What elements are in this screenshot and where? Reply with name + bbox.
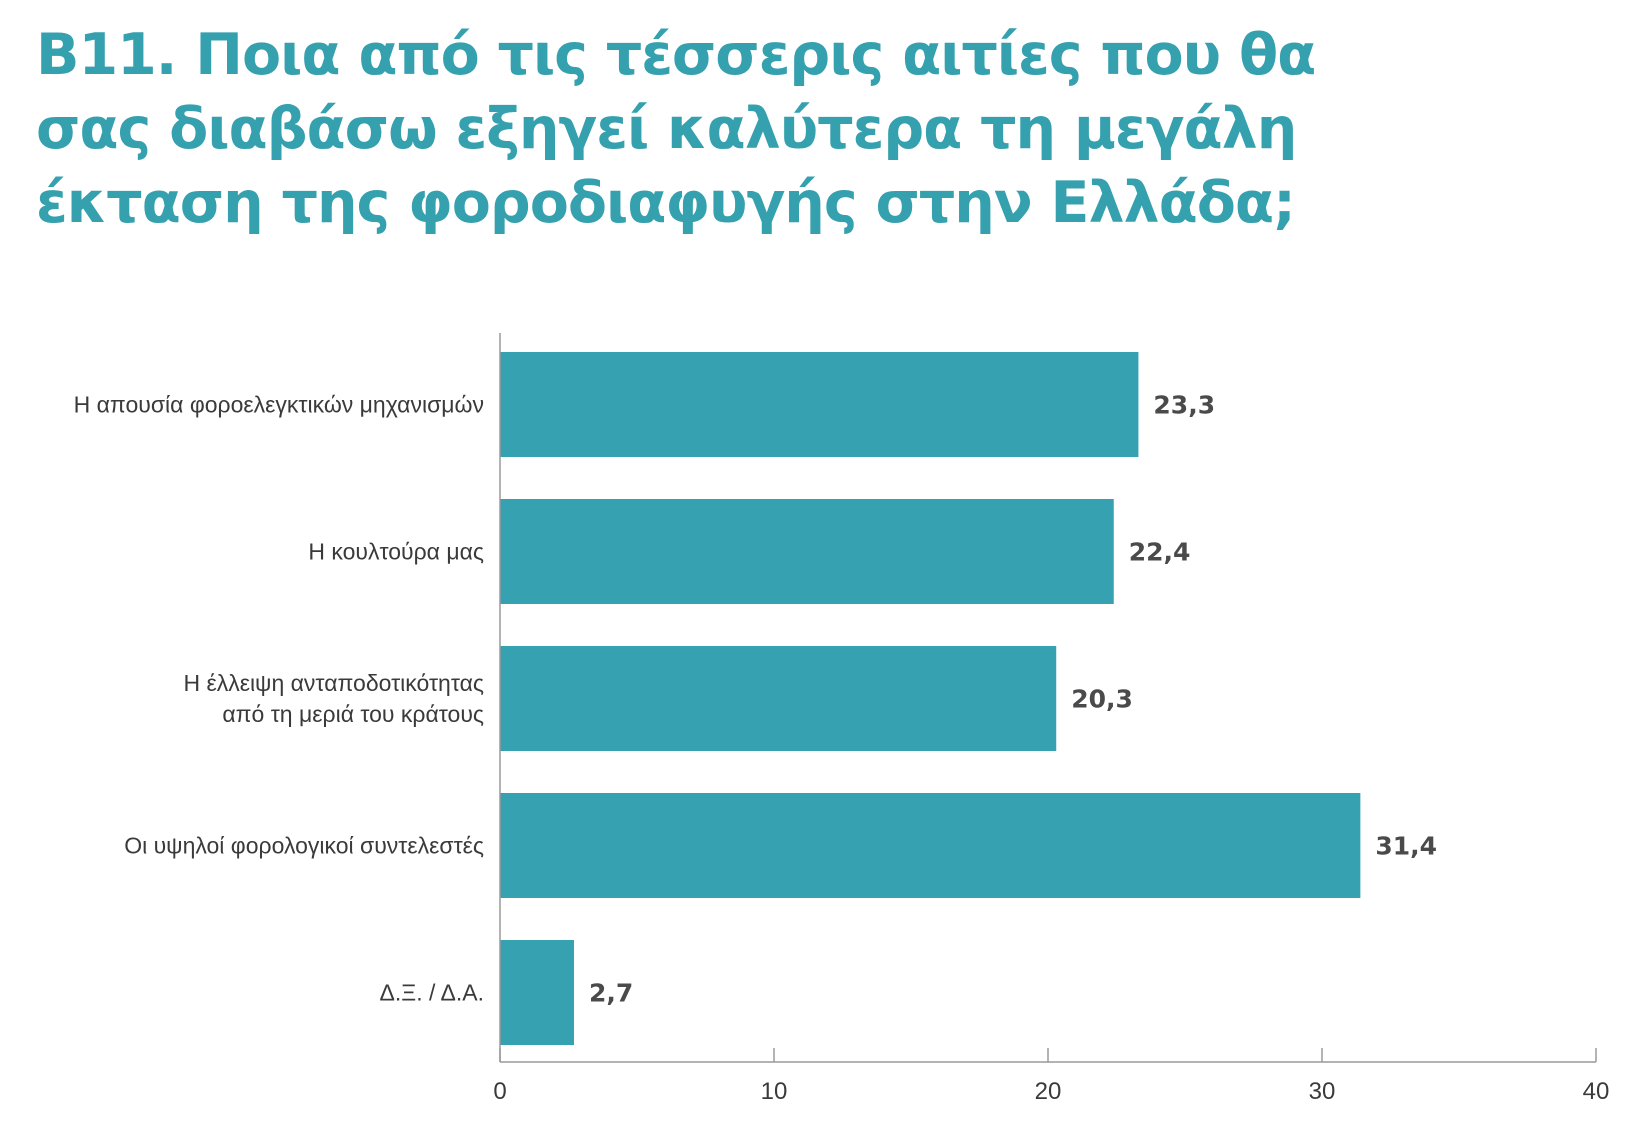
- labels-group: 23,3 Η απουσία φοροελεγκτικών μηχανισμών 2…: [74, 391, 1610, 1106]
- category-label-4: Οι υψηλοί φορολογικοί συντελεστές: [124, 833, 484, 859]
- bar-3: [500, 646, 1057, 751]
- category-label-line: Η κουλτούρα μας: [308, 539, 484, 565]
- bar-5: [500, 940, 574, 1045]
- category-label-2: Η κουλτούρα μας: [308, 539, 484, 565]
- x-tick-label-10: 10: [761, 1078, 788, 1105]
- axes-group: [499, 333, 1597, 1063]
- category-label-line: Η απουσία φοροελεγκτικών μηχανισμών: [74, 392, 484, 418]
- category-label-line: από τη μεριά του κράτους: [222, 701, 484, 727]
- bars-group: [500, 352, 1361, 1045]
- category-label-5: Δ.Ξ. / Δ.Α.: [380, 980, 484, 1006]
- title-line-2: σας διαβάσω εξηγεί καλύτερα τη μεγάλη: [36, 96, 1297, 162]
- x-tick-label-40: 40: [1583, 1078, 1610, 1105]
- x-tick-label-0: 0: [493, 1078, 506, 1105]
- value-label-2: 22,4: [1129, 538, 1191, 567]
- category-label-line: Η έλλειψη ανταποδοτικότητας: [183, 670, 484, 696]
- value-label-4: 31,4: [1375, 832, 1437, 861]
- bar-2: [500, 499, 1114, 604]
- category-label-line: Οι υψηλοί φορολογικοί συντελεστές: [124, 833, 484, 859]
- title-line-3: έκταση της φοροδιαφυγής στην Ελλάδα;: [36, 170, 1296, 236]
- bar-4: [500, 793, 1361, 898]
- category-label-3: Η έλλειψη ανταποδοτικότητας από τη μεριά …: [183, 670, 484, 727]
- title-line-1: B11. Ποια από τις τέσσερις αιτίες που θα: [36, 22, 1316, 88]
- value-label-5: 2,7: [589, 979, 633, 1008]
- category-label-line: Δ.Ξ. / Δ.Α.: [380, 980, 484, 1006]
- value-label-3: 20,3: [1071, 685, 1133, 714]
- bar-1: [500, 352, 1139, 457]
- x-tick-label-30: 30: [1309, 1078, 1336, 1105]
- value-label-1: 23,3: [1153, 391, 1215, 420]
- x-tick-label-20: 20: [1035, 1078, 1062, 1105]
- chart-title: B11. Ποια από τις τέσσερις αιτίες που θα…: [36, 18, 1596, 240]
- category-label-1: Η απουσία φοροελεγκτικών μηχανισμών: [74, 392, 484, 418]
